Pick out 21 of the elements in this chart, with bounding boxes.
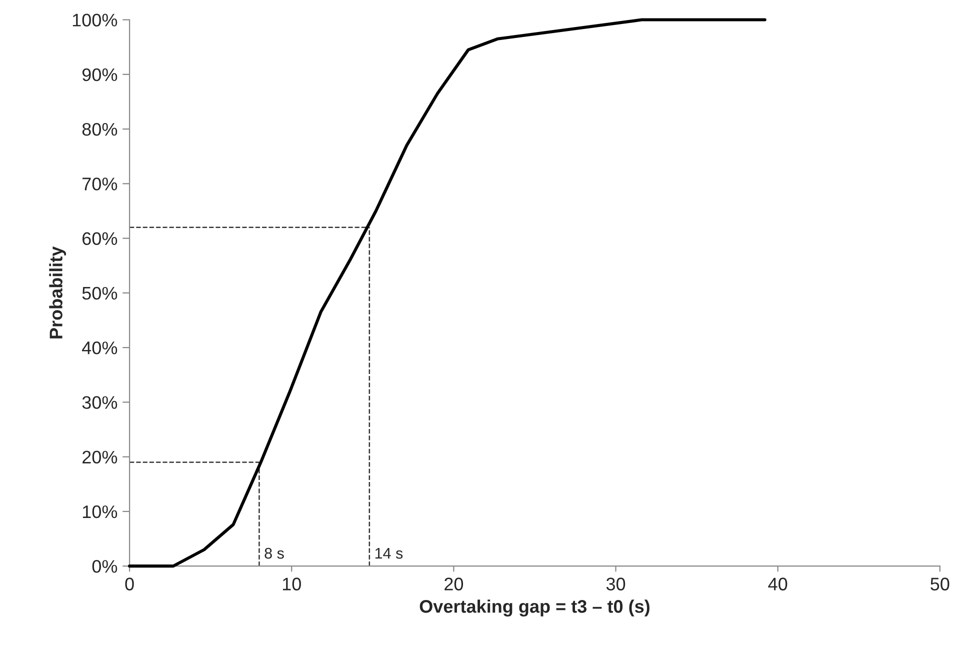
x-axis-title: Overtaking gap = t3 – t0 (s) <box>420 600 650 616</box>
x-tick-label: 30 <box>606 578 626 590</box>
y-tick-label: 100% <box>72 14 118 26</box>
ref-line-label: 14 s <box>375 548 403 559</box>
y-tick-label: 40% <box>82 341 118 354</box>
y-axis-title: Probability <box>49 246 66 338</box>
x-tick-label: 20 <box>444 578 464 590</box>
y-tick-label: 60% <box>82 232 118 246</box>
y-tick-label: 80% <box>82 122 118 136</box>
x-tick-label: 40 <box>768 578 788 590</box>
ref-line-label: 8 s <box>264 548 284 559</box>
y-tick-label: 70% <box>82 178 118 190</box>
y-tick-label: 30% <box>82 396 118 409</box>
x-tick-label: 0 <box>125 578 134 590</box>
x-tick-label: 10 <box>282 578 301 590</box>
y-tick-label: 10% <box>82 505 118 518</box>
y-tick-label: 20% <box>82 450 118 464</box>
y-tick-label: 90% <box>82 68 118 82</box>
y-tick-label: 50% <box>82 286 118 300</box>
x-tick-label: 50 <box>930 578 950 590</box>
y-tick-label: 0% <box>92 560 118 573</box>
